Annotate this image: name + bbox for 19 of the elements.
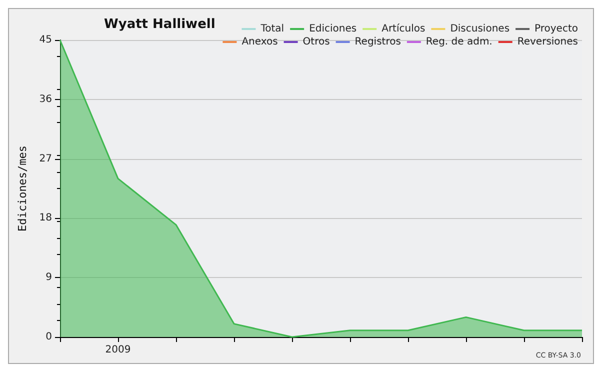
legend-label: Otros [302,36,330,48]
legend-label: Registros [354,36,401,48]
y-tick-label: 45 [39,34,52,46]
legend-label: Total [260,24,284,34]
x-tick-label: 2009 [105,344,131,356]
legend-label: Anexos [242,36,278,48]
legend-label: Artículos [382,24,426,34]
legend-label: Discusiones [450,24,510,34]
y-axis-title: Ediciones/mes [16,145,29,232]
legend-label: Proyecto [534,24,578,34]
chart-title: Wyatt Halliwell [104,17,216,32]
legend-label: Reg. de adm. [426,36,492,48]
y-tick-label: 18 [39,212,52,224]
y-tick-label: 27 [39,153,52,164]
y-tick-label: 0 [46,332,52,342]
y-tick-label: 9 [46,272,52,284]
legend-label: Ediciones [309,24,357,34]
legend-label: Reversiones [517,36,578,48]
y-tick-label: 36 [39,94,52,105]
